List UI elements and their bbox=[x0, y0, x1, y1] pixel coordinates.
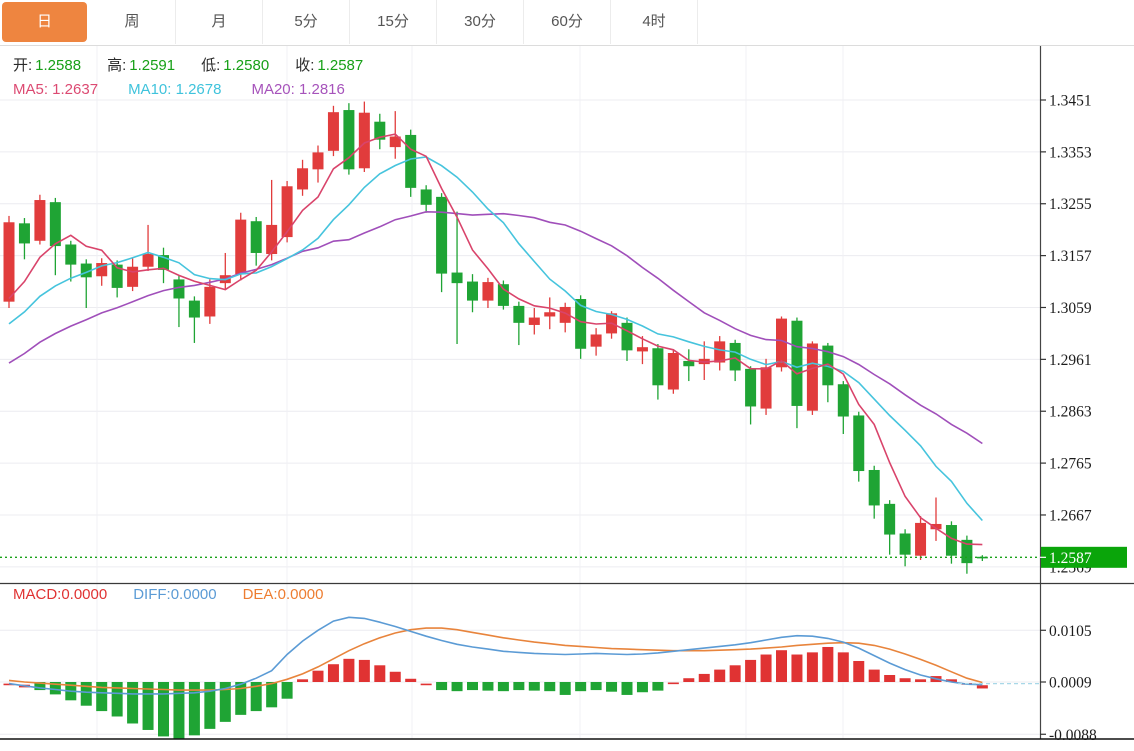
tab-15min[interactable]: 15分 bbox=[350, 0, 437, 44]
open-label: 开: bbox=[13, 57, 33, 74]
close-label: 收: bbox=[295, 57, 315, 74]
tab-60min[interactable]: 60分 bbox=[524, 0, 611, 44]
close-value: 1.2587 bbox=[317, 57, 364, 74]
ma10-value: MA10: 1.2678 bbox=[128, 81, 222, 98]
dea-value: DEA:0.0000 bbox=[242, 586, 324, 603]
macd-value: MACD:0.0000 bbox=[13, 586, 108, 603]
ma20-value: MA20: 1.2816 bbox=[251, 81, 345, 98]
svg-text:1.3059: 1.3059 bbox=[1049, 300, 1092, 317]
low-label: 低: bbox=[201, 57, 221, 74]
svg-text:1.3255: 1.3255 bbox=[1049, 196, 1092, 213]
svg-text:1.2667: 1.2667 bbox=[1049, 507, 1092, 524]
svg-text:1.2863: 1.2863 bbox=[1049, 404, 1092, 421]
macd-histogram bbox=[3, 646, 988, 739]
ohlc-readout: 开: 1.2588 高: 1.2591 低: 1.2580 收: 1.2587 bbox=[13, 54, 389, 75]
svg-text:-0.0088: -0.0088 bbox=[1049, 727, 1097, 744]
svg-text:1.3353: 1.3353 bbox=[1049, 144, 1092, 161]
timeframe-tabbar: 日 周 月 5分 15分 30分 60分 4时 bbox=[0, 0, 1134, 46]
tab-month[interactable]: 月 bbox=[176, 0, 263, 44]
tab-30min[interactable]: 30分 bbox=[437, 0, 524, 44]
ma20-line bbox=[8, 210, 983, 445]
ma10-line bbox=[8, 156, 983, 522]
high-value: 1.2591 bbox=[129, 57, 176, 74]
svg-text:0.0105: 0.0105 bbox=[1049, 623, 1092, 640]
ma5-value: MA5: 1.2637 bbox=[13, 81, 99, 98]
macd-readout: MACD:0.0000 DIFF:0.0000 DEA:0.0000 bbox=[13, 586, 349, 603]
dea-line bbox=[8, 627, 983, 691]
axis-frame bbox=[0, 46, 1134, 740]
svg-text:1.2587: 1.2587 bbox=[1049, 550, 1092, 567]
low-value: 1.2580 bbox=[223, 57, 270, 74]
svg-text:1.2961: 1.2961 bbox=[1049, 352, 1092, 369]
tab-day[interactable]: 日 bbox=[2, 2, 87, 42]
axis-labels: 1.3451 1.3353 1.3255 1.3157 1.3059 1.2961 1.28… bbox=[1049, 93, 1097, 744]
svg-text:1.3157: 1.3157 bbox=[1049, 248, 1092, 265]
diff-value: DIFF:0.0000 bbox=[133, 586, 217, 603]
svg-text:1.2765: 1.2765 bbox=[1049, 456, 1092, 473]
open-value: 1.2588 bbox=[35, 57, 82, 74]
grid-lines bbox=[0, 46, 1040, 739]
tab-5min[interactable]: 5分 bbox=[263, 0, 350, 44]
candles-series bbox=[3, 101, 988, 574]
diff-line bbox=[8, 616, 1040, 695]
tab-week[interactable]: 周 bbox=[89, 0, 176, 44]
svg-text:1.3451: 1.3451 bbox=[1049, 93, 1092, 110]
ma-readout: MA5: 1.2637 MA10: 1.2678 MA20: 1.2816 bbox=[13, 81, 375, 98]
high-label: 高: bbox=[107, 57, 127, 74]
ma5-line bbox=[8, 133, 983, 546]
svg-text:0.0009: 0.0009 bbox=[1049, 675, 1092, 692]
tab-4hour[interactable]: 4时 bbox=[611, 0, 698, 44]
